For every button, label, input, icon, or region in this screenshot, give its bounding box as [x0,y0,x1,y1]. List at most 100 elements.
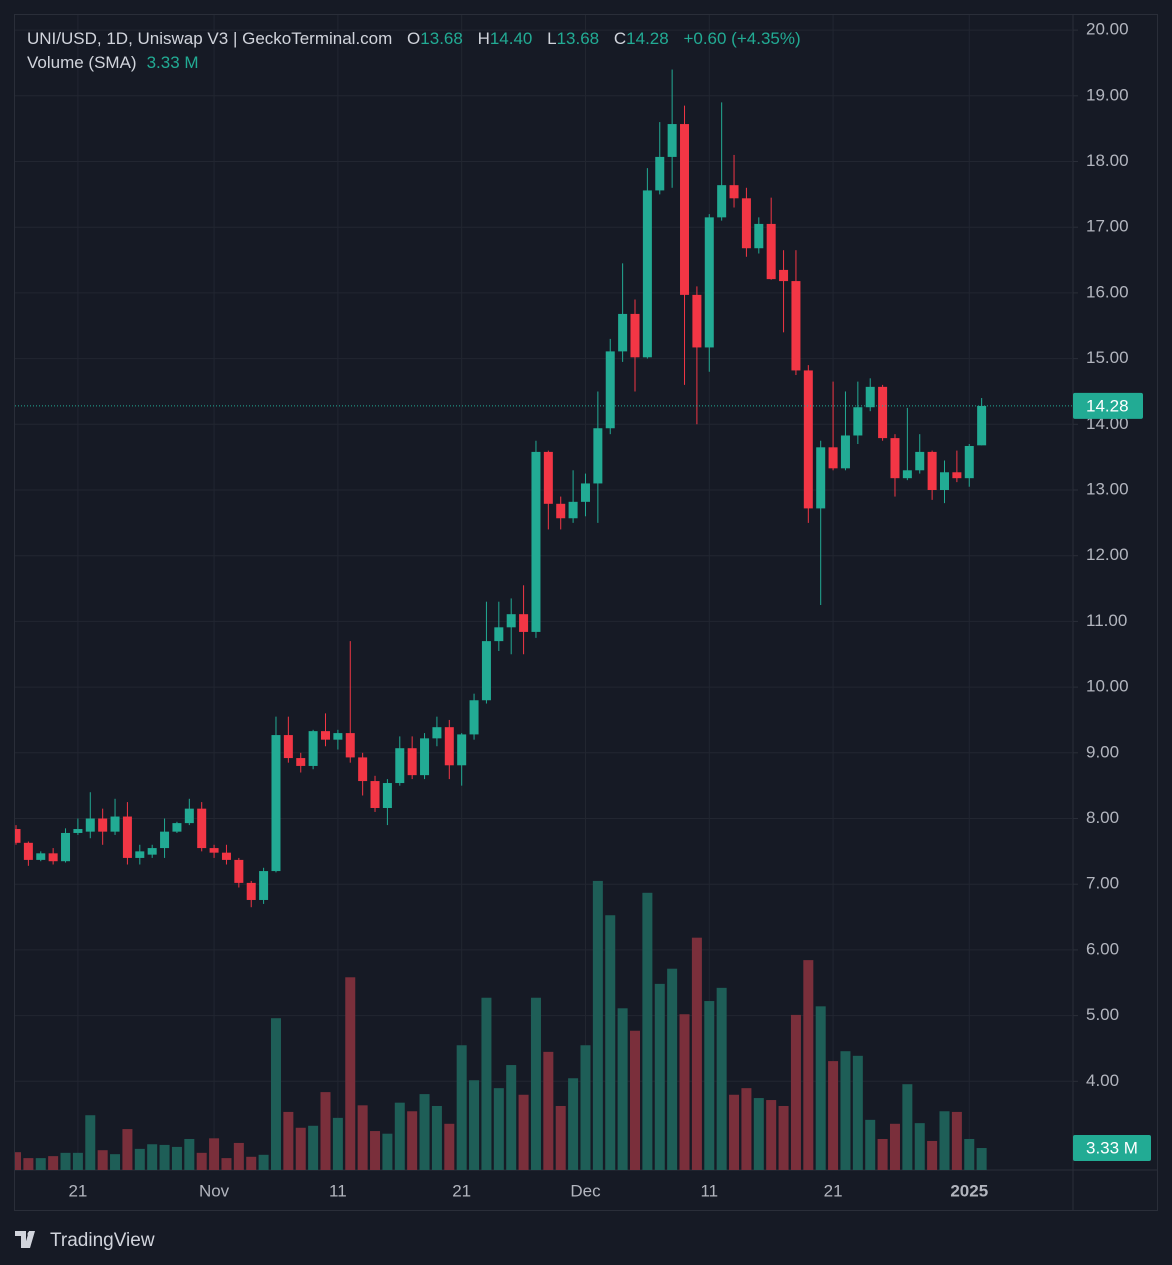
candle-body [568,501,578,519]
candle-body [642,190,652,358]
candle-body [61,832,71,862]
candle-body [358,757,368,782]
volume-bar [964,1138,975,1170]
candle-body [122,816,132,858]
candle-body [246,882,256,900]
volume-bar [23,1158,34,1170]
volume-bar [927,1140,938,1170]
volume-bar [196,1152,207,1170]
candle-body [283,735,293,759]
ohlc-key: C [613,29,627,48]
volume-bar [543,1051,554,1170]
volume-bar [72,1152,83,1170]
volume-bar [592,880,603,1170]
volume-bar [147,1144,158,1170]
volume-bar [530,997,541,1170]
candle-body [469,700,479,735]
volume-bar [580,1045,591,1170]
volume-bar [815,1006,826,1170]
volume-bar [134,1148,145,1170]
x-tick-label: 21 [68,1181,87,1200]
candle-body [444,727,454,766]
candle-body [630,313,640,358]
candle-body [531,451,541,632]
y-tick-label: 11.00 [1086,611,1127,630]
volume-bar [110,1154,121,1170]
candle-body [952,472,962,479]
volume-bar [85,1115,96,1170]
candle-body [828,447,838,469]
y-tick-label: 10.00 [1086,677,1129,696]
candle-body [135,851,145,858]
candle-body [184,808,194,824]
candle-body [580,483,590,502]
candle-body [15,829,21,843]
volume-bar [332,1117,343,1170]
candle-body [964,445,974,479]
volume-bar [493,1088,504,1170]
candle-body [506,614,516,628]
candle-body [704,217,714,348]
y-tick-label: 17.00 [1086,217,1129,236]
candle-body [147,848,157,855]
price-change: +0.60 (+4.35%) [683,29,801,48]
volume-value: 3.33 M [146,53,199,72]
volume-bar [889,1123,900,1170]
candle-body [209,848,219,853]
candle-body [382,783,392,808]
ohlc-key: H [477,29,490,48]
candle-body [902,470,912,479]
last-price-label: 14.28 [1086,396,1129,415]
candle-body [754,223,764,249]
candle-body [160,831,170,849]
candle-body [420,738,430,776]
y-tick-label: 18.00 [1086,151,1129,170]
y-tick-label: 5.00 [1086,1005,1119,1024]
candle-body [333,733,343,740]
tradingview-logo: TradingView [15,1230,155,1251]
volume-bar [357,1105,368,1170]
volume-bar [667,968,678,1170]
candle-body [556,503,566,519]
volume-bar [790,1014,801,1170]
candle-body [865,386,875,408]
candle-body [729,185,739,199]
volume-bar [630,1030,640,1170]
candle-body [779,269,789,282]
volume-bar [568,1078,579,1170]
volume-bar [976,1148,987,1170]
volume-bar [444,1123,455,1170]
volume-bar [159,1144,170,1170]
x-tick-label: Dec [570,1181,601,1200]
candle-body [197,808,207,849]
ohlc-value: 14.40 [489,29,533,48]
y-tick-label: 13.00 [1086,479,1129,498]
x-tick-label: 21 [452,1181,471,1200]
candle-body [655,156,665,191]
candle-body [878,386,888,439]
volume-badge [1073,1135,1151,1162]
candle-body [321,731,330,740]
candle-body [85,818,95,832]
ohlc-value: 13.68 [556,29,600,48]
candle-body [23,842,33,860]
candle-body [221,852,231,860]
volume-bar [679,1014,690,1170]
candle-body [296,758,306,766]
candle-body [915,451,925,471]
volume-bar [617,1008,628,1170]
ohlc-key: O [407,29,421,48]
candle-body [791,281,801,371]
candle-body [816,447,826,509]
y-tick-label: 16.00 [1086,282,1129,301]
candle-body [717,185,727,218]
volume-label: Volume (SMA) [27,53,137,72]
volume-bar [122,1129,133,1170]
volume-bar [97,1150,108,1170]
legend: UNI/USD, 1D, Uniswap V3 | GeckoTerminal.… [27,27,801,75]
y-tick-label: 20.00 [1086,20,1129,39]
symbol: UNI/USD, 1D, Uniswap V3 | GeckoTerminal.… [27,29,393,48]
volume-bar [778,1105,789,1170]
volume-badge-label: 3.33 M [1086,1139,1138,1158]
